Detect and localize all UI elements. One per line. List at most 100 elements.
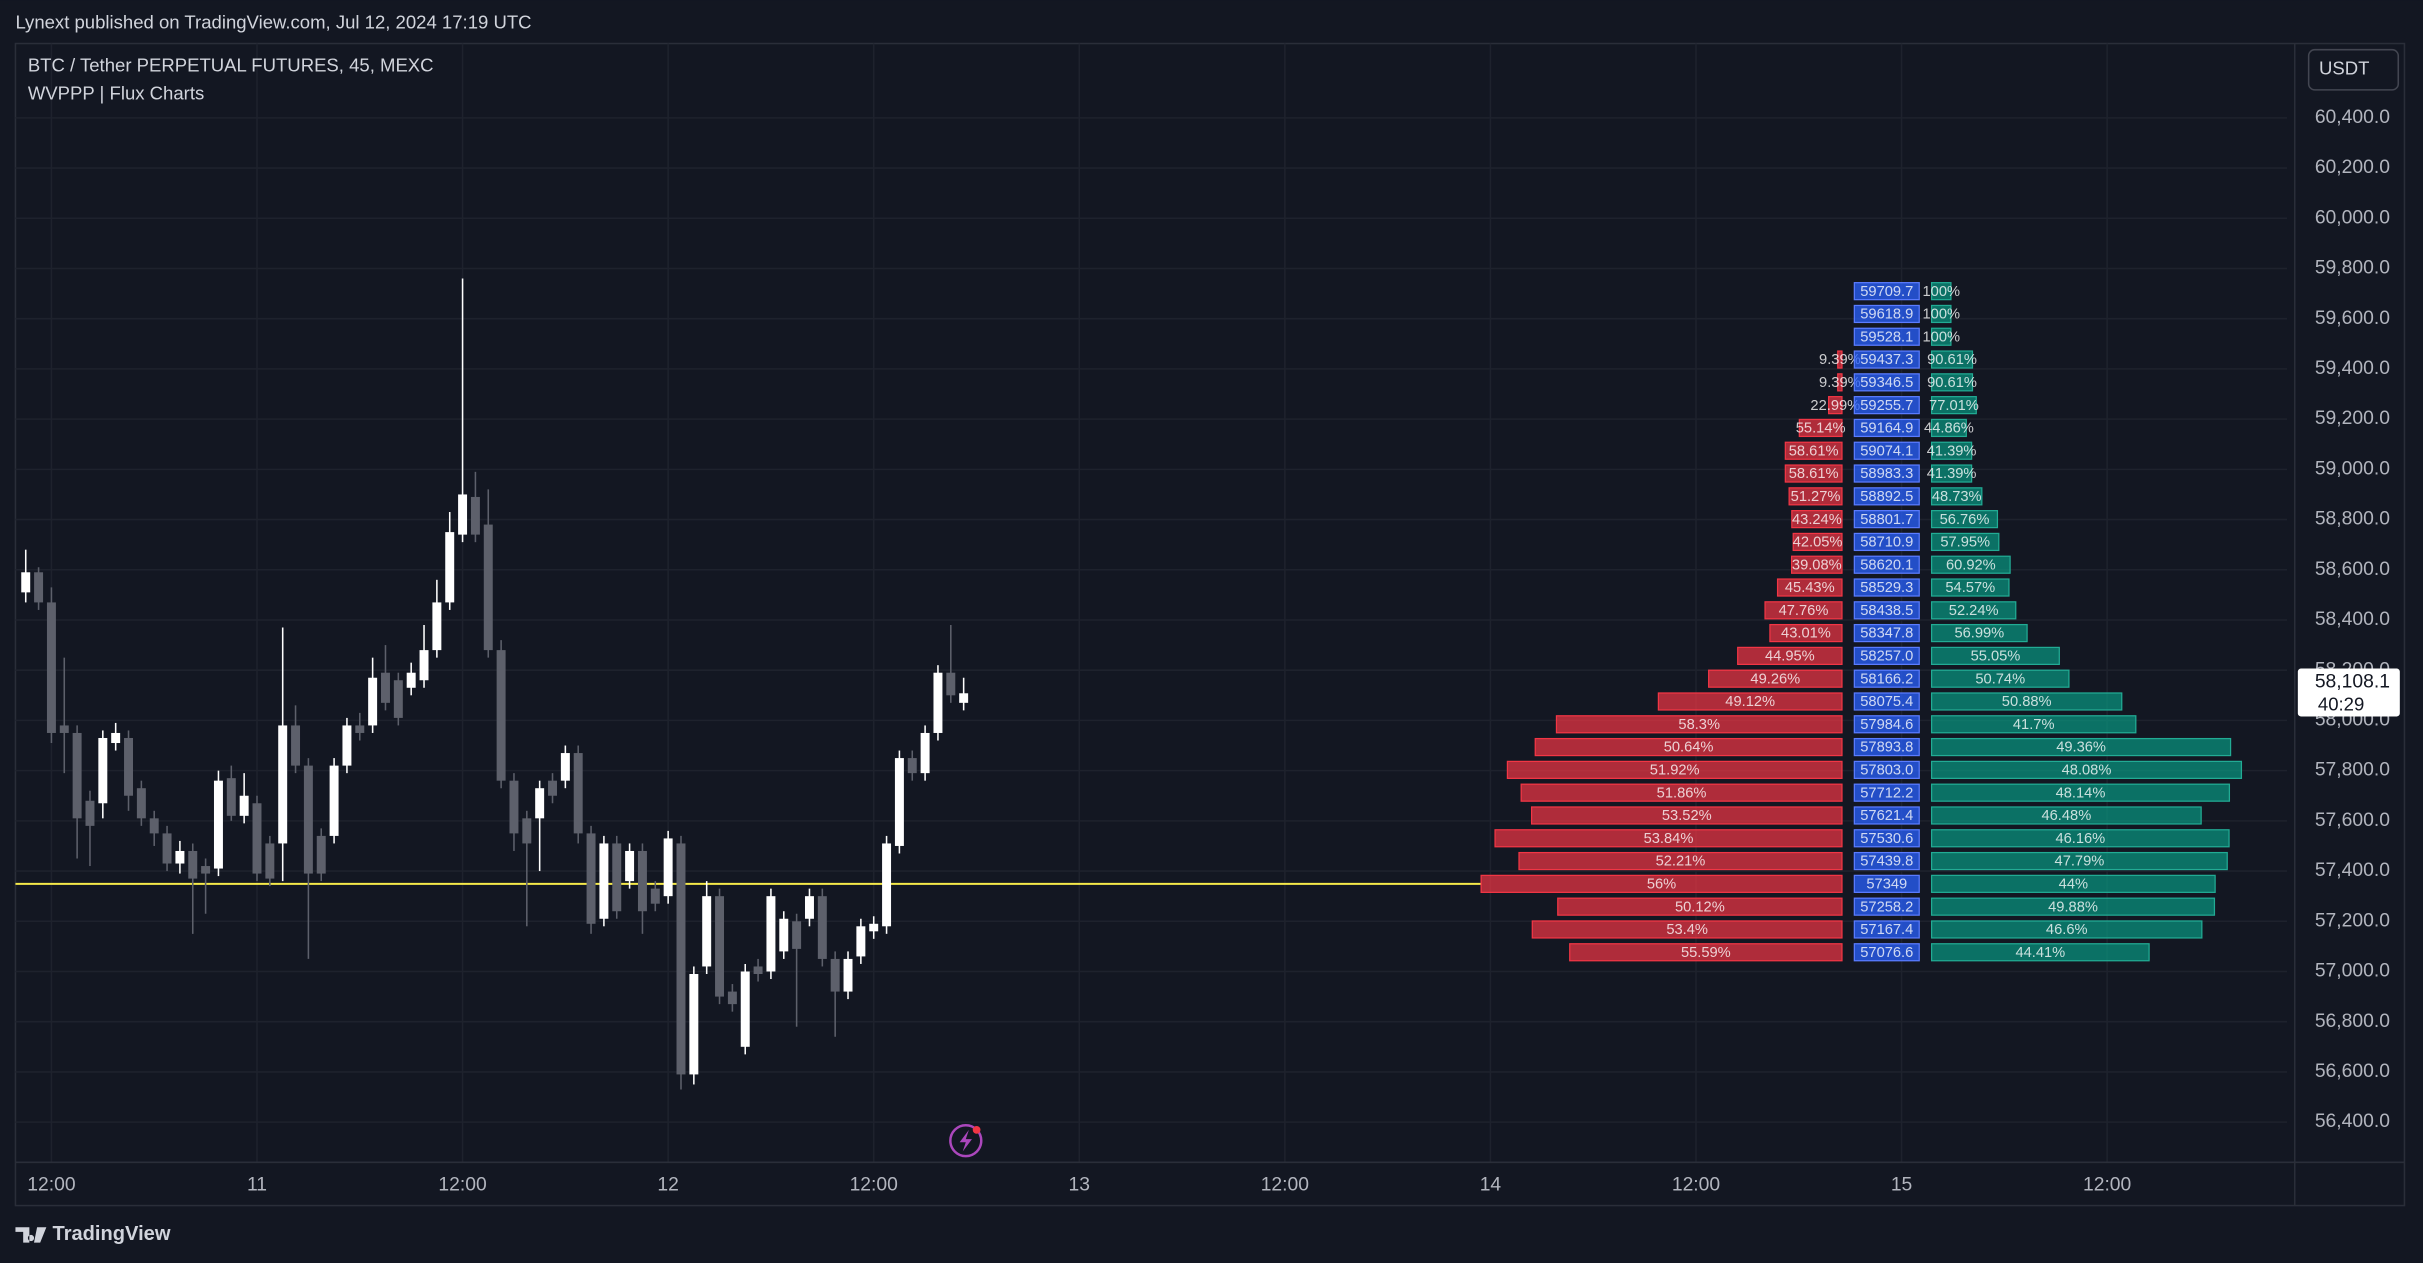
brand-logo[interactable]: TradingView: [15, 1223, 171, 1245]
level-label: 58075.4: [1860, 694, 1913, 710]
y-tick-label: 59,800.0: [2315, 258, 2390, 279]
sell-label: 53.84%: [1644, 831, 1694, 847]
buy-label: 100%: [1923, 284, 1961, 300]
candle-body: [856, 926, 866, 957]
x-tick-label: 12: [657, 1175, 678, 1196]
candle-body: [111, 732, 121, 744]
currency-label[interactable]: USDT: [2319, 58, 2369, 79]
level-box: [1853, 327, 1920, 346]
buy-label: 90.61%: [1927, 352, 1977, 368]
buy-bar: [1930, 943, 2150, 962]
last-price-box: [2297, 668, 2400, 717]
alert-ring[interactable]: [949, 1123, 983, 1158]
candle-body: [548, 780, 557, 796]
y-tick-label: 59,400.0: [2315, 358, 2390, 379]
sell-label: 51.92%: [1650, 763, 1700, 779]
sell-bar: [1837, 373, 1843, 392]
level-label: 58529.3: [1860, 580, 1913, 596]
sell-bar: [1784, 441, 1843, 460]
sell-bar: [1534, 737, 1843, 757]
currency-button[interactable]: [2307, 48, 2400, 91]
level-label: 57893.8: [1860, 740, 1913, 756]
buy-bar: [1930, 623, 2028, 643]
candle-body: [702, 896, 712, 967]
buy-bar: [1930, 692, 2123, 711]
level-box: [1853, 874, 1920, 893]
candle-body: [882, 843, 892, 927]
sell-label: 58.61%: [1789, 466, 1839, 482]
sell-label: 45.43%: [1785, 580, 1835, 596]
x-tick-label: 15: [1891, 1175, 1912, 1196]
level-label: 58710.9: [1860, 535, 1913, 551]
candle-body: [920, 732, 930, 774]
level-label: 59528.1: [1860, 329, 1913, 345]
sell-label: 22.99%: [1810, 398, 1860, 414]
buy-bar: [1930, 487, 1983, 506]
level-label: 58257.0: [1860, 649, 1913, 665]
buy-bar: [1930, 829, 2230, 848]
sell-bar: [1520, 783, 1843, 802]
buy-label: 56.76%: [1940, 512, 1990, 528]
buy-bar: [1930, 920, 2203, 939]
y-tick-label: 57,000.0: [2315, 961, 2390, 982]
brand-text[interactable]: TradingView: [53, 1223, 171, 1245]
sell-bar: [1518, 851, 1843, 871]
buy-label: 100%: [1923, 307, 1961, 323]
candle-body: [676, 843, 686, 1075]
brand-mark[interactable]: [15, 1227, 47, 1243]
buy-label: 41.39%: [1927, 443, 1977, 459]
candle-body: [753, 966, 763, 974]
buy-bar: [1930, 715, 2137, 734]
y-tick-label: 56,400.0: [2315, 1111, 2390, 1132]
alert-bolt[interactable]: [959, 1129, 972, 1152]
y-tick-label: 58,400.0: [2315, 609, 2390, 630]
candle-body: [380, 672, 390, 703]
candle-body: [650, 888, 660, 904]
candle-body: [715, 896, 725, 997]
level-label: 58166.2: [1860, 671, 1913, 687]
buy-label: 46.6%: [2046, 922, 2088, 938]
candle-body: [368, 677, 378, 726]
sell-label: 55.59%: [1681, 945, 1731, 961]
sell-bar: [1708, 669, 1843, 688]
candle-body: [393, 680, 403, 718]
level-label: 58438.5: [1860, 603, 1913, 619]
sell-label: 47.76%: [1779, 603, 1829, 619]
level-box: [1853, 737, 1920, 757]
sell-label: 42.05%: [1793, 535, 1843, 551]
sell-bar: [1791, 510, 1843, 529]
sell-label: 44.95%: [1765, 649, 1815, 665]
buy-label: 41.39%: [1927, 466, 1977, 482]
y-tick-label: 58,800.0: [2315, 509, 2390, 530]
alert-icon[interactable]: [949, 1123, 983, 1158]
y-tick-label: 60,400.0: [2315, 107, 2390, 128]
sell-bar: [1555, 715, 1843, 734]
buy-bar: [1930, 760, 2243, 779]
candle-body: [727, 991, 737, 1005]
level-box: [1853, 897, 1920, 916]
buy-label: 46.48%: [2041, 808, 2091, 824]
y-tick-label: 57,800.0: [2315, 760, 2390, 781]
candle-body: [689, 973, 699, 1075]
level-label: 57258.2: [1860, 899, 1913, 915]
buy-bar: [1930, 304, 1952, 324]
level-box: [1853, 373, 1920, 392]
buy-label: 60.92%: [1946, 557, 1996, 573]
level-label: 57712.2: [1860, 785, 1913, 801]
alert-dot[interactable]: [972, 1125, 981, 1134]
candle-body: [149, 818, 159, 834]
y-tick-label: 60,200.0: [2315, 157, 2390, 178]
candle-body: [612, 843, 622, 912]
y-tick-label: 57,400.0: [2315, 860, 2390, 881]
sell-label: 55.14%: [1796, 421, 1846, 437]
buy-bar: [1930, 373, 1974, 392]
sell-label: 52.21%: [1656, 854, 1706, 870]
level-label: 59709.7: [1860, 284, 1913, 300]
sell-bar: [1657, 692, 1843, 711]
candle-body: [419, 650, 429, 681]
level-label: 57530.6: [1860, 831, 1913, 847]
sell-bar: [1506, 760, 1843, 779]
level-box: [1853, 555, 1920, 574]
sell-bar: [1530, 806, 1843, 825]
buy-label: 100%: [1923, 329, 1961, 345]
